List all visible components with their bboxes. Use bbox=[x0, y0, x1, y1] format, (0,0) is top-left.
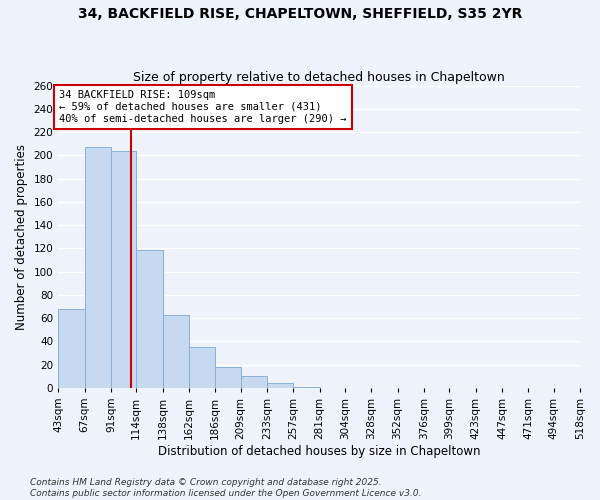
Text: Contains HM Land Registry data © Crown copyright and database right 2025.
Contai: Contains HM Land Registry data © Crown c… bbox=[30, 478, 421, 498]
Bar bbox=[58, 309, 85, 388]
Text: 34 BACKFIELD RISE: 109sqm
← 59% of detached houses are smaller (431)
40% of semi: 34 BACKFIELD RISE: 109sqm ← 59% of detac… bbox=[59, 90, 347, 124]
Text: 34, BACKFIELD RISE, CHAPELTOWN, SHEFFIELD, S35 2YR: 34, BACKFIELD RISE, CHAPELTOWN, SHEFFIEL… bbox=[78, 8, 522, 22]
Bar bbox=[163, 314, 189, 388]
Title: Size of property relative to detached houses in Chapeltown: Size of property relative to detached ho… bbox=[133, 72, 505, 85]
X-axis label: Distribution of detached houses by size in Chapeltown: Distribution of detached houses by size … bbox=[158, 444, 481, 458]
Y-axis label: Number of detached properties: Number of detached properties bbox=[15, 144, 28, 330]
Bar bbox=[241, 376, 267, 388]
Bar bbox=[189, 347, 215, 388]
Bar bbox=[111, 150, 136, 388]
Bar bbox=[85, 148, 111, 388]
Bar bbox=[267, 383, 293, 388]
Bar bbox=[293, 386, 320, 388]
Bar bbox=[215, 367, 241, 388]
Bar bbox=[136, 250, 163, 388]
